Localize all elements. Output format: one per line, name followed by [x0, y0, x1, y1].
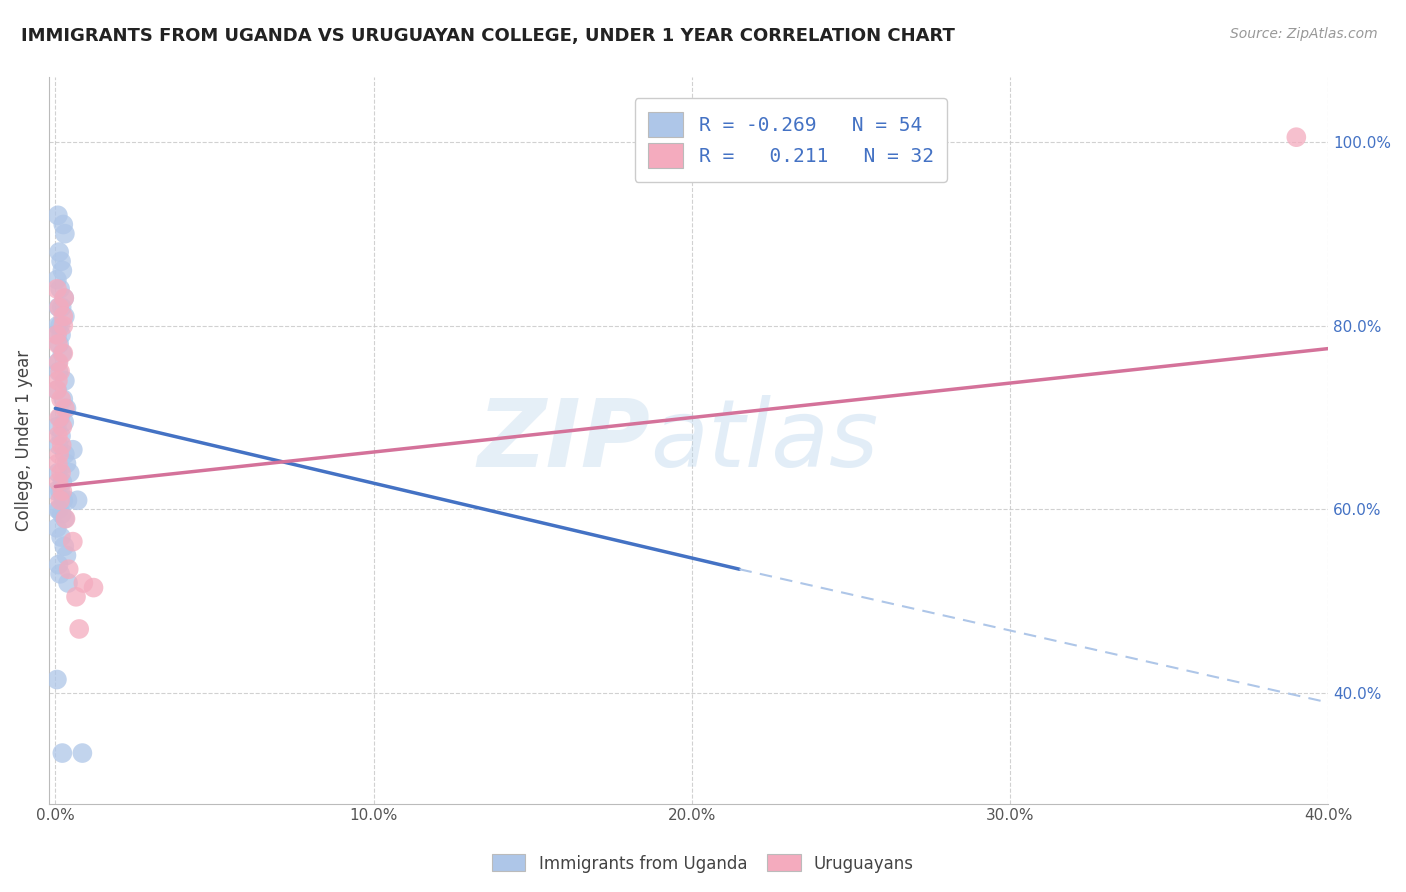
Point	[51, 746, 73, 760]
Text: IMMIGRANTS FROM UGANDA VS URUGUAYAN COLLEGE, UNDER 1 YEAR CORRELATION CHART: IMMIGRANTS FROM UGANDA VS URUGUAYAN COLL…	[21, 27, 955, 45]
Point	[45, 273, 67, 287]
Point	[52, 218, 75, 232]
Point	[45, 327, 67, 342]
Y-axis label: College, Under 1 year: College, Under 1 year	[15, 350, 32, 531]
Point	[46, 429, 69, 443]
Point	[56, 576, 79, 591]
Point	[53, 415, 76, 429]
Point	[45, 521, 67, 535]
Point	[55, 457, 77, 471]
Point	[51, 438, 73, 452]
Point	[45, 673, 67, 687]
Point	[49, 410, 72, 425]
Point	[48, 410, 70, 425]
Point	[55, 511, 77, 525]
Point	[53, 401, 76, 416]
Point	[83, 581, 105, 595]
Point	[45, 484, 67, 499]
Point	[49, 365, 72, 379]
Point	[48, 558, 70, 572]
Point	[49, 466, 72, 480]
Point	[48, 337, 70, 351]
Point	[49, 327, 72, 342]
Point	[49, 254, 72, 268]
Point	[52, 346, 75, 360]
Point	[48, 300, 70, 314]
Point	[62, 534, 84, 549]
Point	[52, 310, 75, 324]
Point	[49, 484, 72, 499]
Point	[55, 401, 77, 416]
Point	[49, 530, 72, 544]
Point	[51, 419, 73, 434]
Point	[48, 502, 70, 516]
Point	[48, 447, 70, 461]
Point	[72, 576, 94, 591]
Point	[46, 466, 69, 480]
Point	[52, 318, 75, 333]
Point	[49, 282, 72, 296]
Point	[62, 442, 84, 457]
Legend: R = -0.269   N = 54, R =   0.211   N = 32: R = -0.269 N = 54, R = 0.211 N = 32	[634, 98, 948, 182]
Point	[51, 346, 73, 360]
Point	[45, 419, 67, 434]
Point	[48, 300, 70, 314]
Point	[48, 365, 70, 379]
Point	[48, 475, 70, 489]
Point	[45, 327, 67, 342]
Point	[49, 493, 72, 508]
Point	[53, 511, 76, 525]
Point	[72, 746, 94, 760]
Point	[45, 383, 67, 397]
Point	[46, 337, 69, 351]
Point	[52, 493, 75, 508]
Point	[53, 310, 76, 324]
Point	[65, 590, 87, 604]
Point	[45, 383, 67, 397]
Point	[51, 263, 73, 277]
Point	[45, 282, 67, 296]
Point	[46, 457, 69, 471]
Point	[67, 622, 90, 636]
Point	[49, 566, 72, 581]
Point	[48, 355, 70, 369]
Point	[55, 549, 77, 563]
Point	[53, 291, 76, 305]
Point	[51, 484, 73, 499]
Point	[46, 208, 69, 222]
Point	[49, 429, 72, 443]
Point	[46, 502, 69, 516]
Point	[66, 493, 89, 508]
Point	[59, 466, 82, 480]
Legend: Immigrants from Uganda, Uruguayans: Immigrants from Uganda, Uruguayans	[485, 847, 921, 880]
Point	[56, 493, 79, 508]
Point	[58, 562, 80, 576]
Point	[46, 355, 69, 369]
Text: Source: ZipAtlas.com: Source: ZipAtlas.com	[1230, 27, 1378, 41]
Text: ZIP: ZIP	[477, 394, 650, 486]
Point	[49, 318, 72, 333]
Point	[48, 245, 70, 260]
Point	[1285, 130, 1308, 145]
Point	[49, 392, 72, 406]
Point	[51, 475, 73, 489]
Point	[48, 438, 70, 452]
Point	[46, 374, 69, 388]
Point	[51, 300, 73, 314]
Point	[46, 318, 69, 333]
Point	[53, 291, 76, 305]
Point	[53, 539, 76, 553]
Point	[52, 392, 75, 406]
Point	[51, 507, 73, 521]
Point	[53, 447, 76, 461]
Text: atlas: atlas	[650, 395, 879, 486]
Point	[53, 374, 76, 388]
Point	[53, 227, 76, 241]
